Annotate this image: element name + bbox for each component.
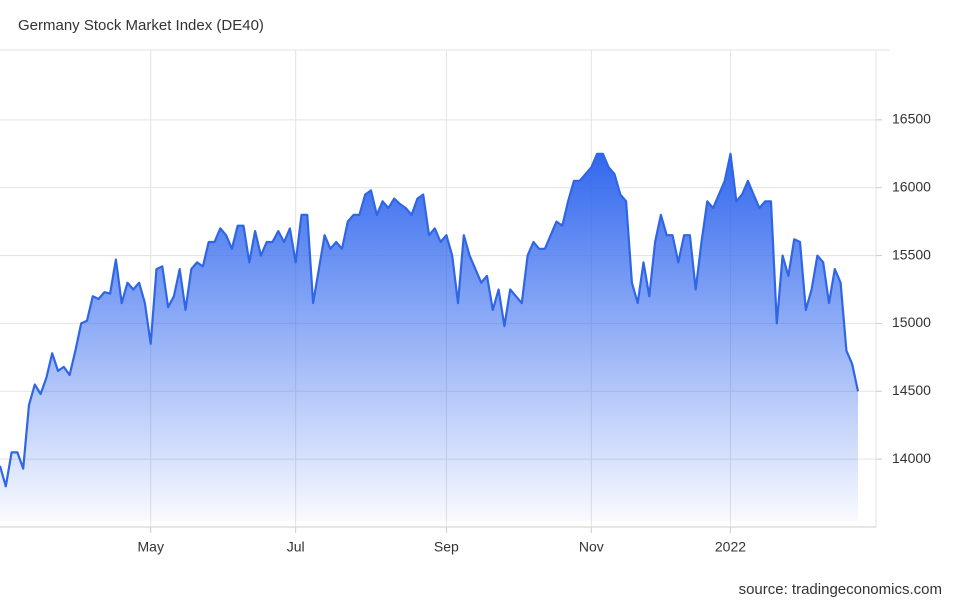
y-tick-label: 14500 [892, 382, 931, 398]
x-tick-label: 2022 [715, 539, 746, 555]
y-tick-label: 14000 [892, 450, 931, 466]
chart-title: Germany Stock Market Index (DE40) [18, 17, 264, 34]
y-tick-label: 16500 [892, 111, 931, 127]
x-tick-label: Nov [579, 539, 604, 555]
x-tick-label: Sep [434, 539, 459, 555]
x-tick-label: May [138, 539, 164, 555]
y-tick-label: 16000 [892, 178, 931, 194]
x-tick-label: Jul [287, 539, 305, 555]
area [0, 153, 858, 522]
y-tick-label: 15500 [892, 246, 931, 262]
source: source: tradingeconomics.com [739, 581, 942, 598]
y-tick-label: 15000 [892, 314, 931, 330]
line [0, 152, 860, 488]
